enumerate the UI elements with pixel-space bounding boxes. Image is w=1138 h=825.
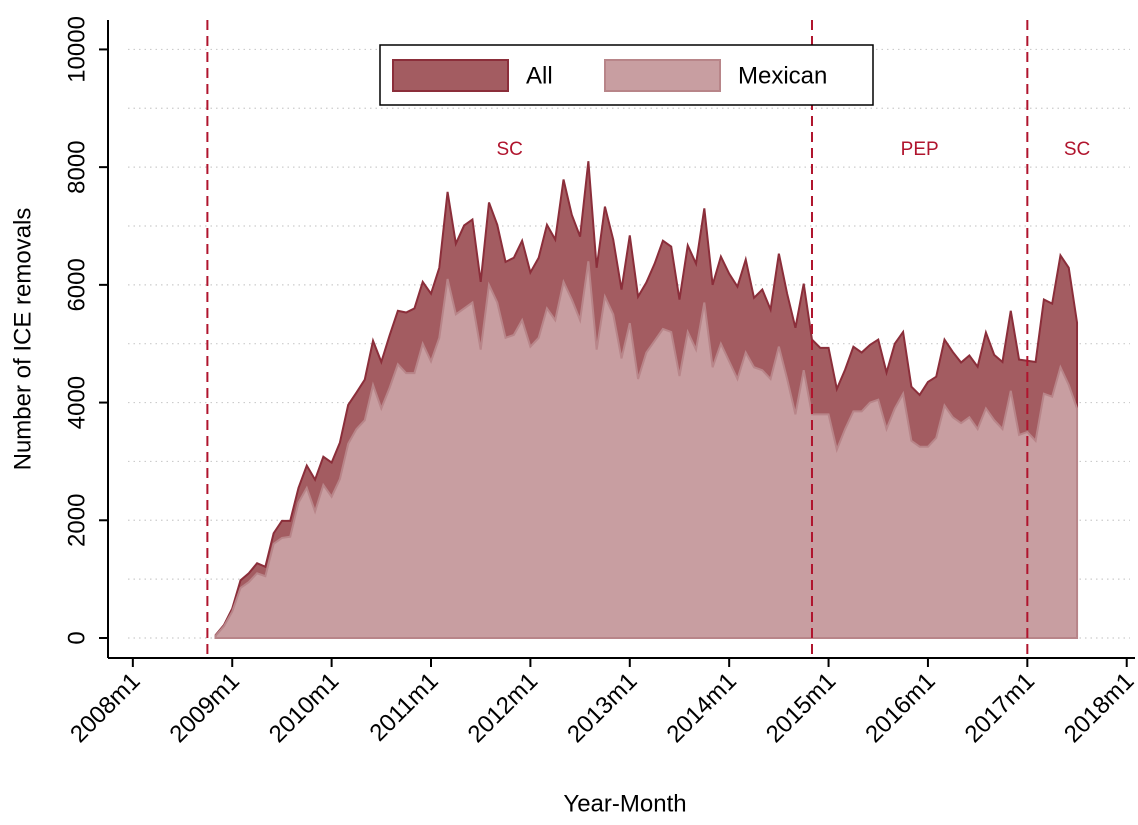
annotation: SC bbox=[1064, 139, 1090, 160]
x-tick-label: 2009m1 bbox=[165, 668, 245, 748]
x-tick-label: 2015m1 bbox=[761, 668, 841, 748]
legend-label: Mexican bbox=[738, 62, 827, 89]
x-tick-label: 2010m1 bbox=[264, 668, 344, 748]
y-tick-label: 6000 bbox=[63, 258, 90, 311]
x-tick-label: 2011m1 bbox=[365, 668, 444, 747]
x-axis-label: Year-Month bbox=[563, 790, 686, 817]
x-tick-label: 2018m1 bbox=[1059, 668, 1138, 748]
legend-label: All bbox=[526, 62, 553, 89]
x-tick-label: 2014m1 bbox=[661, 668, 741, 748]
y-tick-label: 0 bbox=[63, 631, 90, 644]
y-tick-label: 8000 bbox=[63, 140, 90, 193]
legend-swatch bbox=[392, 59, 509, 92]
x-tick-label: 2008m1 bbox=[65, 668, 145, 748]
y-tick-label: 4000 bbox=[63, 376, 90, 429]
annotation: PEP bbox=[901, 139, 939, 160]
area bbox=[214, 261, 1079, 639]
annotation: SC bbox=[496, 139, 522, 160]
y-tick-label: 2000 bbox=[63, 494, 90, 547]
x-tick-label: 2017m1 bbox=[960, 668, 1040, 748]
x-tick-label: 2016m1 bbox=[860, 668, 940, 748]
y-axis-label: Number of ICE removals bbox=[9, 208, 36, 471]
legend-swatch bbox=[604, 59, 721, 92]
y-tick-label: 10000 bbox=[63, 16, 90, 83]
x-tick-label: 2013m1 bbox=[562, 668, 642, 748]
x-tick-label: 2012m1 bbox=[463, 668, 543, 748]
